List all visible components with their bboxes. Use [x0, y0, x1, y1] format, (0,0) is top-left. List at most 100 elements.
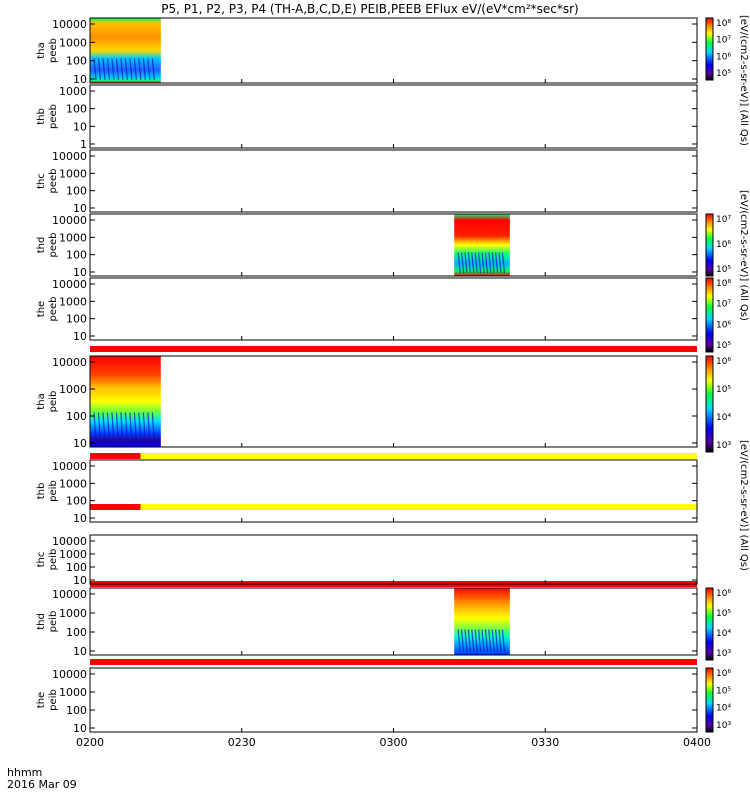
panel-probe-label: thd — [36, 613, 47, 630]
spectrogram-streak — [474, 629, 478, 652]
spectrogram-streak — [484, 629, 489, 652]
spectrogram-streak — [133, 58, 137, 80]
y-tick-label: 10000 — [52, 214, 87, 227]
y-tick-label: 1000 — [59, 383, 87, 396]
y-tick-label: 10 — [73, 512, 87, 525]
spectrogram-streak — [474, 252, 478, 273]
colorbar-tick-label: 10⁶ — [716, 240, 731, 250]
y-tick-label: 10000 — [52, 150, 87, 163]
spectrogram-streak — [115, 58, 120, 80]
colorbar-tick-label: 10⁷ — [716, 300, 731, 310]
chart-title: P5, P1, P2, P3, P4 (TH-A,B,C,D,E) PEIB,P… — [161, 2, 578, 16]
y-tick-label: 100 — [66, 410, 87, 423]
spectrogram-streak — [124, 412, 129, 443]
time-axis-label: hhmm — [7, 766, 42, 779]
y-tick-label: 100 — [66, 55, 87, 68]
colorbar-tick-label: 10³ — [716, 649, 731, 659]
spectrogram-streak — [93, 412, 97, 443]
spectrogram-streak — [461, 252, 465, 273]
spectrogram-streak — [129, 412, 133, 443]
colorbar-tick-label: 10⁸ — [716, 19, 731, 29]
x-tick-label: 0330 — [531, 736, 559, 749]
spectrogram-streak — [467, 252, 472, 273]
status-bars — [90, 346, 698, 665]
y-tick-label: 10 — [73, 120, 87, 133]
spectrogram-streak — [478, 629, 482, 652]
y-tick-label: 10000 — [52, 668, 87, 681]
spectrogram-streak — [498, 629, 502, 652]
panel-probe-label: tha — [36, 42, 47, 58]
panel-instrument-label: peeb — [48, 169, 59, 194]
colorbar — [705, 667, 714, 733]
panel-frame — [89, 149, 698, 213]
spectrogram-streak — [111, 58, 115, 80]
colorbar-tick-label: 10⁵ — [716, 341, 731, 351]
panel-frame — [89, 277, 698, 341]
panel-instrument-label: peeb — [48, 233, 59, 258]
spectrogram-streak — [491, 252, 495, 273]
spectrogram-streak — [97, 412, 102, 443]
spectrogram-streak — [491, 629, 495, 652]
colorbar-tick-label: 10⁵ — [716, 69, 731, 79]
y-tick-label: 1000 — [59, 477, 87, 490]
colorbar-tick-label: 10⁵ — [716, 265, 731, 275]
spectrogram-streak — [464, 252, 468, 273]
colorbar — [705, 213, 714, 277]
colorbar-tick-label: 10⁴ — [716, 629, 731, 639]
spectrogram-streak — [151, 412, 155, 443]
spectrogram-streak — [102, 412, 106, 443]
colorbar-tick-label: 10⁵ — [716, 385, 731, 395]
colorbar-units-label-middle: [eV/(cm2-s-sr-eV)] (All Qs) — [738, 190, 749, 321]
spectrogram-streak — [106, 58, 111, 80]
spectrogram-streak — [478, 252, 482, 273]
colorbar-tick-label: 10⁵ — [716, 609, 731, 619]
spectrogram-streak — [124, 58, 129, 80]
y-tick-label: 10 — [73, 266, 87, 279]
colorbar-tick-label: 10⁴ — [716, 413, 731, 423]
panel-probe-label: tha — [36, 393, 47, 409]
panel-frame — [89, 355, 698, 448]
spectrogram-streak — [501, 252, 506, 273]
colorbar — [705, 355, 714, 453]
spectrogram-streak — [138, 58, 142, 80]
spectrogram-streak — [481, 252, 485, 273]
y-tick-label: 10 — [73, 574, 87, 587]
status-bar-segment — [90, 453, 141, 459]
panel-frame — [89, 84, 698, 149]
panel-frame — [89, 587, 698, 656]
spectrogram-streak — [467, 629, 472, 652]
spectrogram-block — [90, 18, 161, 83]
panel-instrument-label: peib — [48, 391, 59, 413]
spectrogram-streak — [111, 412, 115, 443]
y-tick-label: 1000 — [59, 85, 87, 98]
spectrogram-streak — [106, 412, 111, 443]
panel-frame — [89, 534, 698, 585]
y-tick-label: 100 — [66, 103, 87, 116]
colorbar-tick-label: 10⁶ — [716, 357, 731, 367]
spectrogram-streak — [501, 629, 506, 652]
spectrogram-streak — [120, 412, 124, 443]
y-tick-label: 10000 — [52, 356, 87, 369]
colorbar-tick-label: 10⁷ — [716, 215, 731, 225]
y-tick-label: 100 — [66, 626, 87, 639]
y-tick-label: 100 — [66, 495, 87, 508]
y-tick-label: 10000 — [52, 535, 87, 548]
spectrogram-streak — [495, 629, 499, 652]
colorbar-tick-label: 10⁶ — [716, 669, 731, 679]
spectrogram-streak — [471, 629, 475, 652]
spectrogram-streak — [471, 252, 475, 273]
panel-instrument-label: peib — [48, 611, 59, 633]
y-tick-label: 10000 — [52, 278, 87, 291]
panel-instrument-label: peib — [48, 480, 59, 502]
x-tick-label: 0300 — [380, 736, 408, 749]
panel-frame — [89, 459, 698, 523]
colorbar-tick-label: 10³ — [716, 441, 731, 451]
spectrogram-streak — [464, 629, 468, 652]
colorbar — [705, 17, 714, 81]
spectrogram-streak — [93, 58, 97, 80]
spectrogram-streak — [498, 252, 502, 273]
panel-frame — [89, 667, 698, 733]
panel-frame — [89, 213, 698, 277]
colorbars: 10⁸ 10⁷ 10⁶ 10⁵ 10⁷ 10⁶ 10⁵ 10⁸ 10⁷ 10⁶ 10⁵ 10⁶ 10⁵ 1… — [705, 17, 731, 733]
